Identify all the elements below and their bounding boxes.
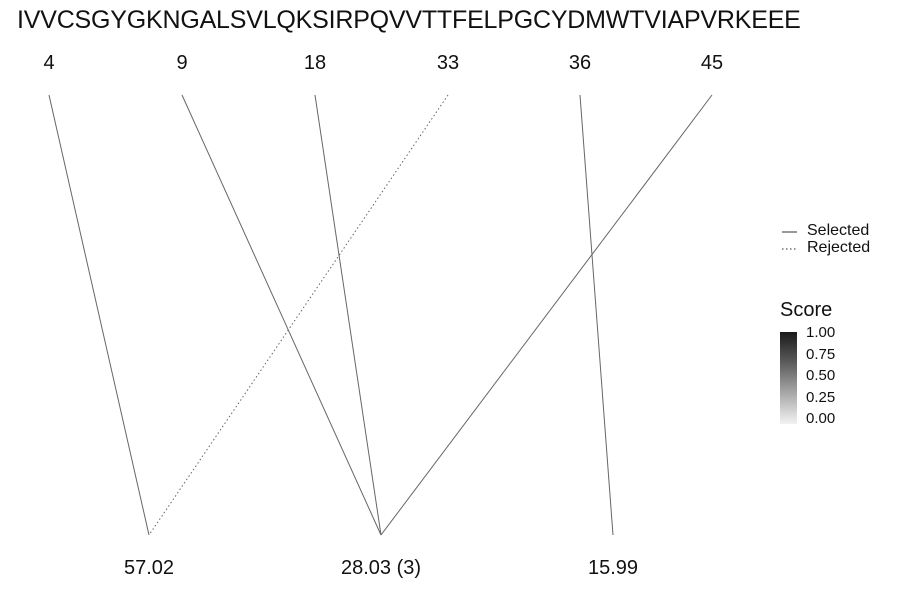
score-label: 15.99 — [587, 557, 639, 579]
linetype-legend-keys — [782, 231, 797, 250]
score-label: 57.02 — [123, 557, 175, 579]
score-tick-label: 0.75 — [806, 346, 836, 363]
score-tick-label: 0.25 — [806, 389, 836, 406]
peptide-sequence: IVVCSGYGKNGALSVLQKSIRPQVVTTFELPGCYDMWTVI… — [17, 6, 801, 34]
score-tick-label: 1.00 — [806, 324, 836, 341]
position-label: 4 — [43, 52, 55, 74]
selected-link-line — [380, 94, 713, 536]
selected-link-line — [48, 94, 150, 536]
legend-rejected-label: Rejected — [807, 239, 871, 256]
position-label: 18 — [303, 52, 327, 74]
score-colorbar — [780, 332, 797, 424]
selected-link-line — [181, 94, 382, 536]
selected-link-line — [314, 94, 382, 536]
selected-link-line — [579, 94, 614, 536]
score-legend-title: Score — [780, 299, 833, 321]
legend-selected-label: Selected — [807, 222, 870, 239]
score-tick-label: 0.00 — [806, 410, 836, 427]
score-label: 28.03 (3) — [340, 557, 422, 579]
rejected-link-line — [148, 94, 449, 536]
position-label: 9 — [176, 52, 188, 74]
position-label: 45 — [700, 52, 724, 74]
position-label: 36 — [568, 52, 592, 74]
position-label: 33 — [436, 52, 460, 74]
score-tick-label: 0.50 — [806, 367, 836, 384]
